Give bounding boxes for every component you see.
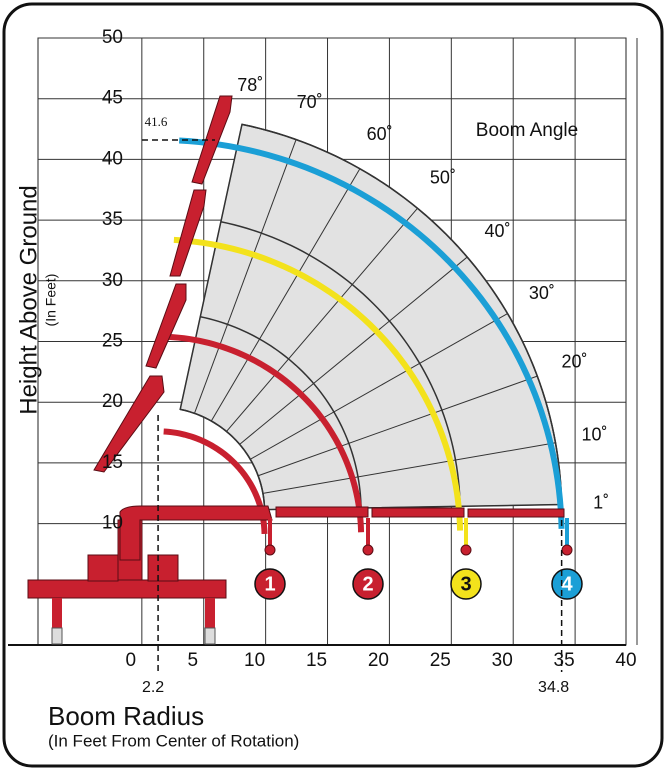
hook	[561, 544, 573, 556]
angle-label: 30˚	[529, 283, 555, 303]
angle-line	[194, 139, 297, 414]
section-badge	[450, 568, 482, 600]
angle-line	[250, 313, 508, 460]
section-number: 3	[460, 573, 471, 595]
angle-line	[257, 375, 538, 477]
x-tick-label: 30	[492, 650, 513, 671]
angle-label: 10˚	[582, 425, 608, 445]
angle-label: 40˚	[485, 221, 511, 241]
section-number: 4	[561, 573, 573, 595]
y-tick-label: 20	[102, 391, 123, 412]
angle-title: Boom Angle	[476, 120, 578, 141]
section-number: 2	[362, 573, 373, 595]
range-arc	[241, 123, 563, 505]
y-tick-label: 30	[102, 270, 123, 291]
y-tick-label: 35	[102, 209, 123, 230]
y-tick-label: 40	[102, 148, 123, 169]
angle-label: 1˚	[593, 493, 609, 513]
x-tick-label: 5	[187, 650, 198, 671]
section-badge	[551, 568, 583, 600]
x-tick-label: 40	[615, 650, 636, 671]
x-tick-label: 35	[554, 650, 575, 671]
x-tick-label: 20	[368, 650, 389, 671]
hook	[264, 544, 276, 556]
angle-label: 20˚	[562, 352, 588, 372]
y-tick-label: 25	[102, 331, 123, 352]
radius-marker-label: 34.8	[538, 679, 569, 696]
radius-marker-label: 2.2	[142, 679, 164, 696]
range-arc	[180, 408, 266, 510]
y-axis-sublabel: (In Feet)	[43, 274, 59, 327]
x-tick-label: 10	[244, 650, 265, 671]
x-axis-label: Boom Radius	[48, 701, 204, 731]
angle-line	[262, 442, 556, 494]
x-tick-label: 15	[306, 650, 327, 671]
y-tick-label: 45	[102, 88, 123, 109]
angle-label: 70˚	[297, 92, 323, 112]
y-tick-label: 15	[102, 452, 123, 473]
range-arc	[220, 220, 461, 507]
angle-label: 50˚	[430, 167, 456, 187]
angle-line	[179, 124, 243, 410]
section-number: 1	[264, 573, 275, 595]
height-marker-label: 41.6	[145, 114, 168, 129]
x-axis-sublabel: (In Feet From Center of Rotation)	[48, 731, 299, 750]
crane	[27, 95, 565, 645]
x-tick-label: 0	[126, 650, 137, 671]
hook	[362, 544, 374, 556]
hook-path	[168, 333, 365, 533]
hook-path	[179, 137, 565, 529]
y-tick-label: 50	[102, 27, 123, 48]
y-axis-label: Height Above Ground	[15, 185, 42, 415]
hook	[460, 544, 472, 556]
x-tick-label: 25	[430, 650, 451, 671]
angle-label: 60˚	[367, 124, 393, 144]
angle-label: 78˚	[237, 75, 263, 95]
section-badge	[352, 568, 384, 600]
angle-line	[239, 256, 468, 445]
angle-line	[226, 207, 418, 432]
hook-path	[173, 236, 464, 531]
angle-line	[210, 168, 361, 422]
range-arc	[200, 315, 362, 509]
section-badge	[254, 568, 286, 600]
y-tick-label: 10	[102, 513, 123, 534]
